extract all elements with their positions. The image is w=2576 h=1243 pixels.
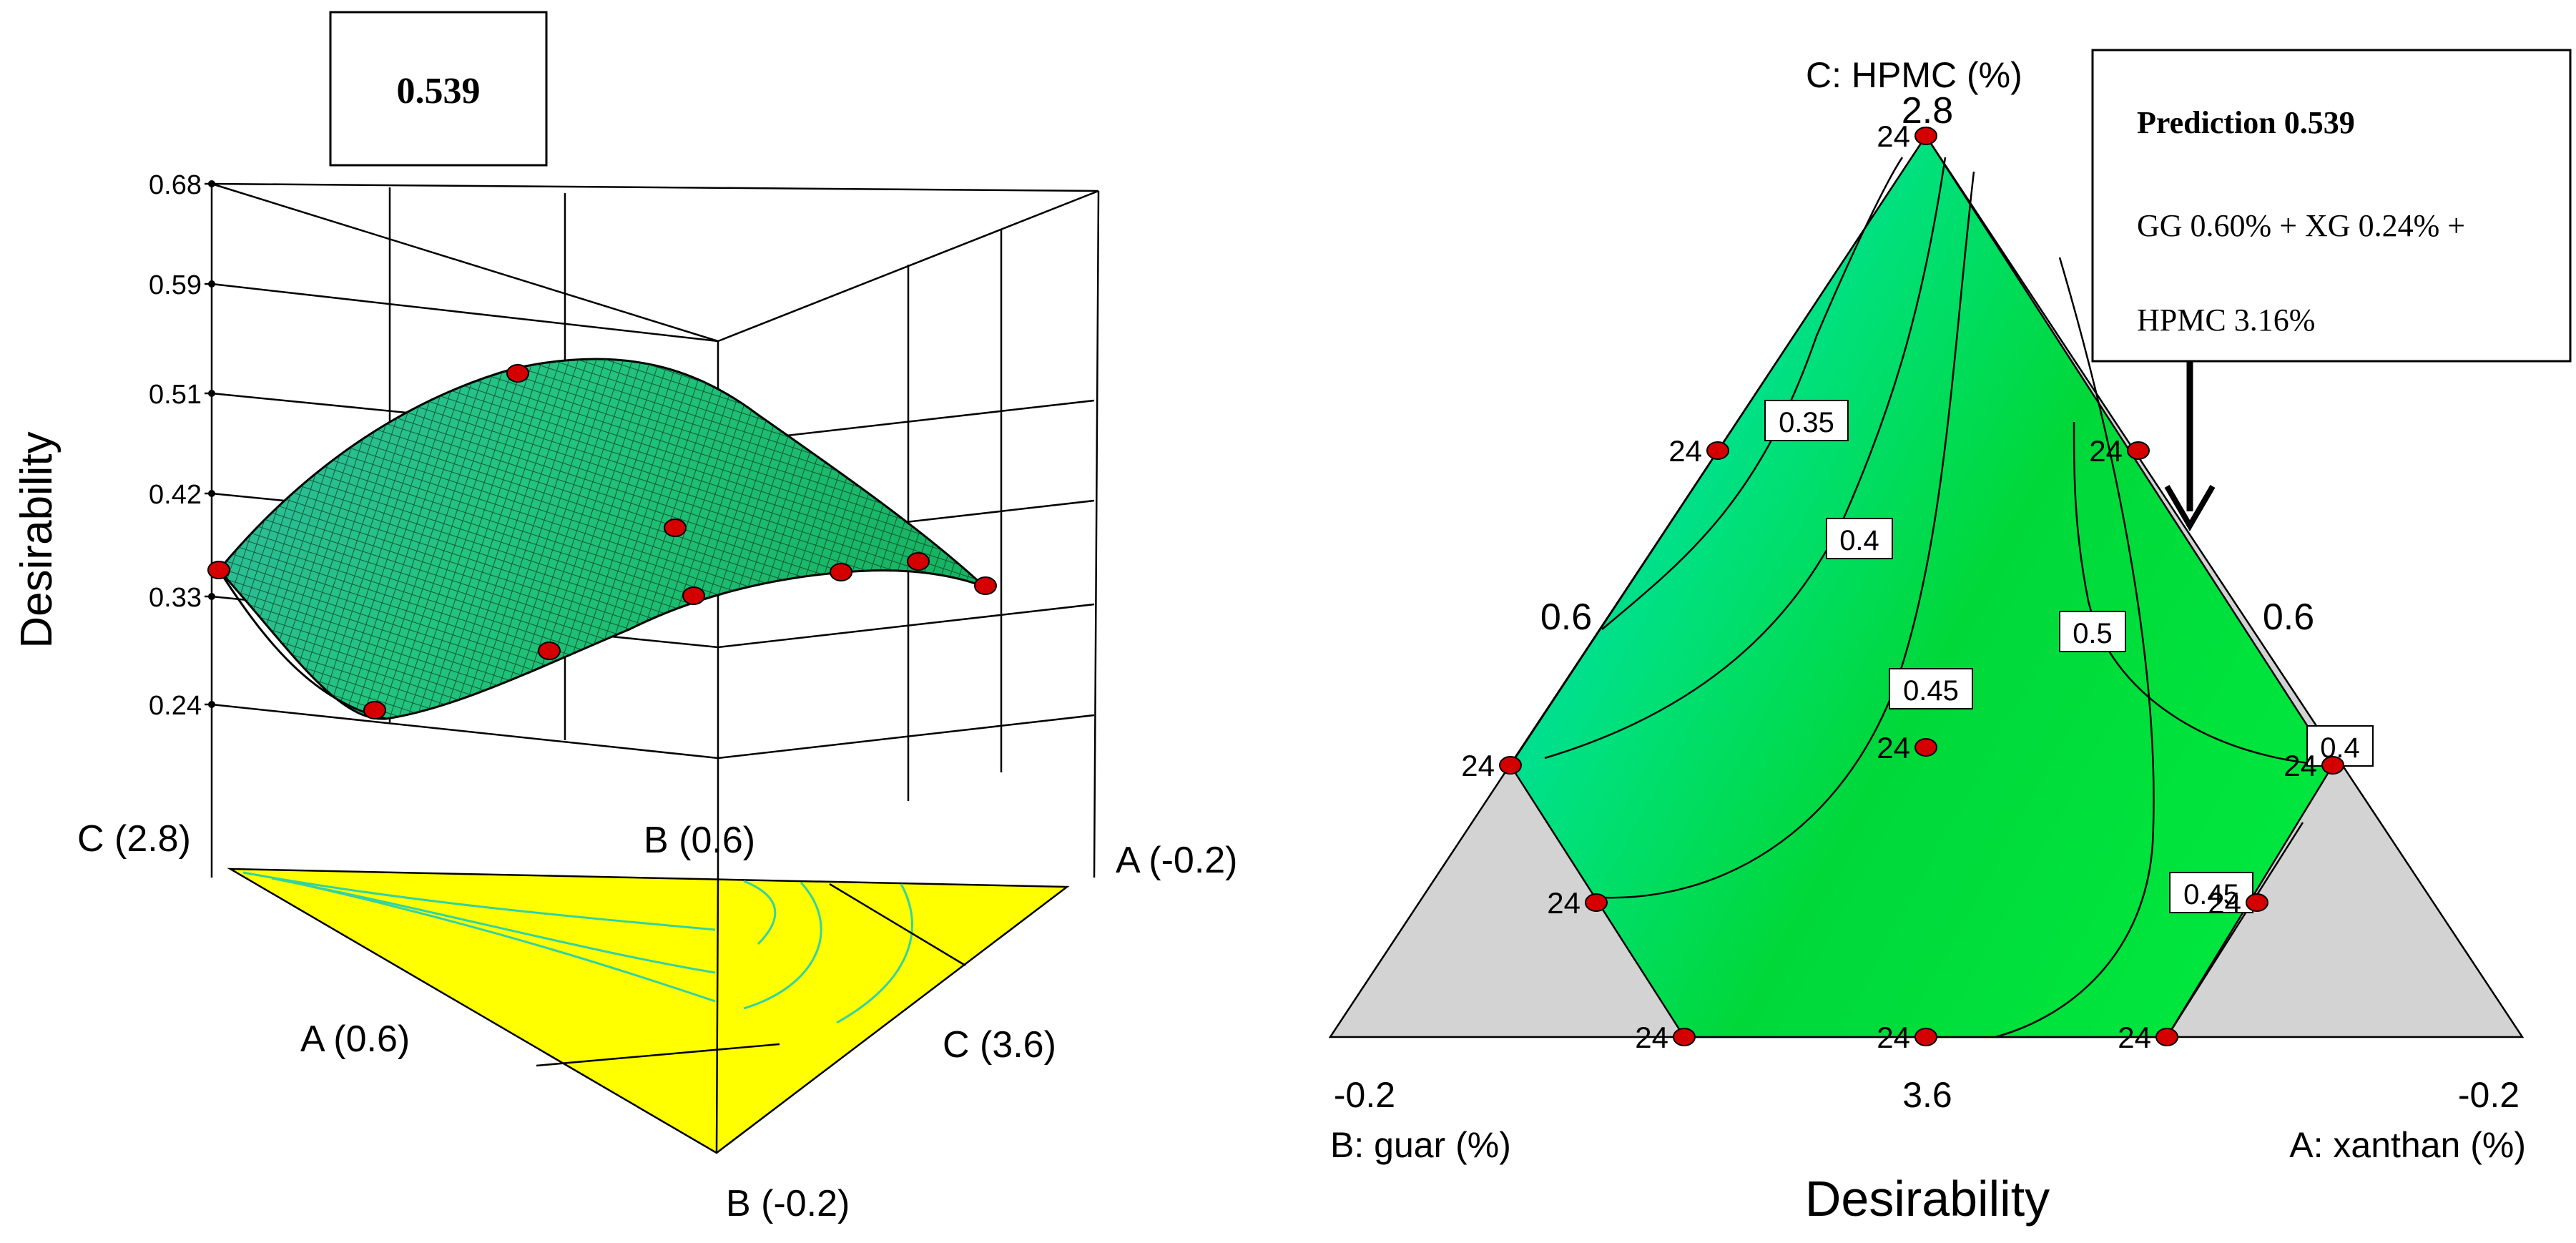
flag-box — [329, 11, 548, 167]
design-point-count: 24 — [2118, 1021, 2151, 1054]
ternary-design-point — [1914, 127, 1937, 145]
ternary-design-point — [1914, 1028, 1937, 1046]
contour-label: 0.45 — [1903, 675, 1959, 707]
contour-label: 0.45 — [2183, 879, 2239, 910]
right-axis-title: A: xanthan (%) — [2289, 1125, 2526, 1165]
design-point-count: 24 — [1877, 1021, 1910, 1054]
ternary-design-point — [1585, 893, 1608, 912]
z-tick-dot — [208, 180, 215, 187]
x-axis-title: Desirability — [1805, 1171, 2050, 1227]
surface-design-point — [830, 563, 852, 581]
surface-design-points — [207, 364, 997, 719]
corner-labels: C (2.8) B (0.6) A (-0.2) A (0.6) C (3.6)… — [77, 818, 1238, 1224]
design-point-count: 24 — [1635, 1021, 1668, 1054]
label-a-high: A (0.6) — [300, 1018, 410, 1060]
z-tick-dot — [208, 490, 215, 497]
top-axis-value: 2.8 — [1902, 90, 1953, 132]
contour-label-box — [2059, 611, 2126, 652]
contour-label: 0.35 — [1779, 407, 1834, 438]
design-point-count: 24 — [1461, 749, 1495, 782]
z-axis: 0.68 0.59 0.51 0.42 0.33 0.24 Desirability — [12, 170, 215, 721]
z-tick-dot — [208, 390, 215, 397]
design-point-count: 24 — [1877, 731, 1910, 765]
ternary-design-point — [1706, 441, 1729, 460]
design-point-count: 24 — [2208, 886, 2241, 920]
label-c-low: C (3.6) — [943, 1024, 1056, 1066]
ternary-axis-labels: C: HPMC (%) 2.8 0.6 0.6 -0.2 3.6 -0.2 B:… — [1330, 55, 2526, 1227]
response-surface — [217, 358, 985, 720]
prediction-title: Prediction 0.539 — [2137, 105, 2355, 140]
design-point-count: 24 — [1668, 434, 1702, 468]
z-tick-label: 0.24 — [149, 691, 202, 721]
z-tick-label: 0.59 — [149, 270, 202, 300]
surface-design-point — [682, 586, 705, 605]
z-tick-label: 0.68 — [149, 170, 202, 200]
label-c-high: C (2.8) — [77, 818, 191, 860]
z-tick-dot — [208, 593, 215, 600]
design-point-count: 24 — [1547, 886, 1580, 920]
z-axis-title: Desirability — [12, 431, 62, 648]
left-axis-title: B: guar (%) — [1330, 1125, 1511, 1165]
z-tick-dot — [208, 280, 215, 288]
design-point-count: 24 — [2284, 749, 2317, 782]
ternary-design-point — [1914, 738, 1937, 757]
contour-label-box — [1889, 668, 1973, 709]
left-axis-value: -0.2 — [1334, 1075, 1395, 1115]
z-tick-label: 0.33 — [149, 583, 202, 613]
ternary-design-point — [1673, 1028, 1696, 1046]
surface-design-point — [538, 642, 561, 660]
flag-value: 0.539 — [397, 71, 481, 112]
ternary-design-points: 24 24 24 24 24 24 24 24 24 24 24 — [1461, 119, 2344, 1054]
right-axis-value: -0.2 — [2458, 1075, 2520, 1115]
surface-design-point — [363, 701, 386, 719]
contour-labels: 0.350.40.450.50.40.45 — [1764, 400, 2374, 913]
surface-design-point — [664, 519, 687, 537]
label-b-high: B (0.6) — [644, 820, 755, 861]
ternary-design-point — [2155, 1028, 2178, 1046]
label-a-low: A (-0.2) — [1116, 840, 1238, 881]
z-tick-label: 0.42 — [149, 480, 202, 510]
surface-design-point — [907, 552, 930, 571]
prediction-line-1: GG 0.60% + XG 0.24% + — [2137, 208, 2465, 243]
top-axis-title: C: HPMC (%) — [1806, 55, 2022, 95]
surface-design-point — [207, 561, 230, 579]
ternary-design-point — [2246, 893, 2268, 912]
surface-plot-3d: 0.539 0.680.590.510.420.330.24 Desi — [12, 11, 1238, 1224]
bottom-axis-value: 3.6 — [1902, 1075, 1952, 1115]
design-point-count: 24 — [2089, 434, 2123, 468]
z-tick-dot — [208, 701, 215, 708]
ternary-design-point — [1499, 756, 1522, 775]
ternary-design-point — [2127, 441, 2150, 460]
floor-contours — [242, 871, 913, 1024]
prediction-annotation: Prediction 0.539 GG 0.60% + XG 0.24% + H… — [2091, 49, 2572, 531]
contour-label: 0.5 — [2073, 618, 2113, 649]
contour-label-box — [2169, 872, 2253, 913]
z-tick-label: 0.51 — [149, 380, 202, 410]
prediction-line-2: HPMC 3.16% — [2137, 303, 2315, 338]
contour-label-box — [1764, 400, 1849, 441]
left-mid-value: 0.6 — [1540, 596, 1592, 638]
ternary-design-point — [2321, 756, 2344, 775]
floor-projection — [227, 868, 1070, 1154]
label-b-low: B (-0.2) — [726, 1183, 850, 1224]
contour-label-box — [1826, 518, 1893, 559]
right-mid-value: 0.6 — [2263, 596, 2314, 638]
surface-design-point — [506, 364, 529, 383]
surface-design-point — [974, 576, 997, 595]
prediction-box — [2091, 49, 2572, 363]
contour-label: 0.4 — [1839, 525, 1879, 556]
design-point-count: 24 — [1877, 119, 1910, 153]
